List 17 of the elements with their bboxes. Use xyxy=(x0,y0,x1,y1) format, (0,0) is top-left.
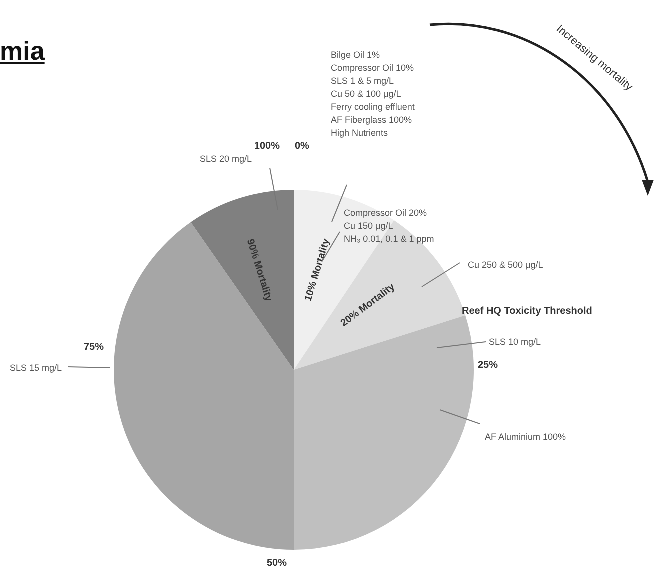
text: AF Aluminium 100% xyxy=(485,432,566,442)
text: 75% xyxy=(84,342,104,353)
text: SLS 15 mg/L xyxy=(10,363,62,373)
text: 50% xyxy=(266,558,288,569)
pie-slice xyxy=(114,222,294,550)
text: Compressor Oil 20% Cu 150 μg/L NH₃ 0.01, 0.1 & 1 ppm xyxy=(344,208,434,244)
text: 25% xyxy=(478,360,498,371)
text: 0% xyxy=(295,141,310,152)
text: Reef HQ Toxicity Threshold xyxy=(462,306,592,317)
text: Bilge Oil 1% Compressor Oil 10% SLS 1 & 5 mg/L Cu 50 & 100 μg/L Ferry cooling effluent AF Fiberglass 100% High Nutrients xyxy=(331,50,416,138)
chart-title: mia xyxy=(0,36,45,67)
text: SLS 10 mg/L xyxy=(489,337,542,347)
text: Cu 250 & 500 μg/L xyxy=(468,260,544,270)
pie-slice xyxy=(190,190,294,370)
text: SLS 20 mg/L xyxy=(200,154,252,164)
text: 100% xyxy=(254,141,280,152)
slice-label: 90% Mortality xyxy=(244,238,274,304)
